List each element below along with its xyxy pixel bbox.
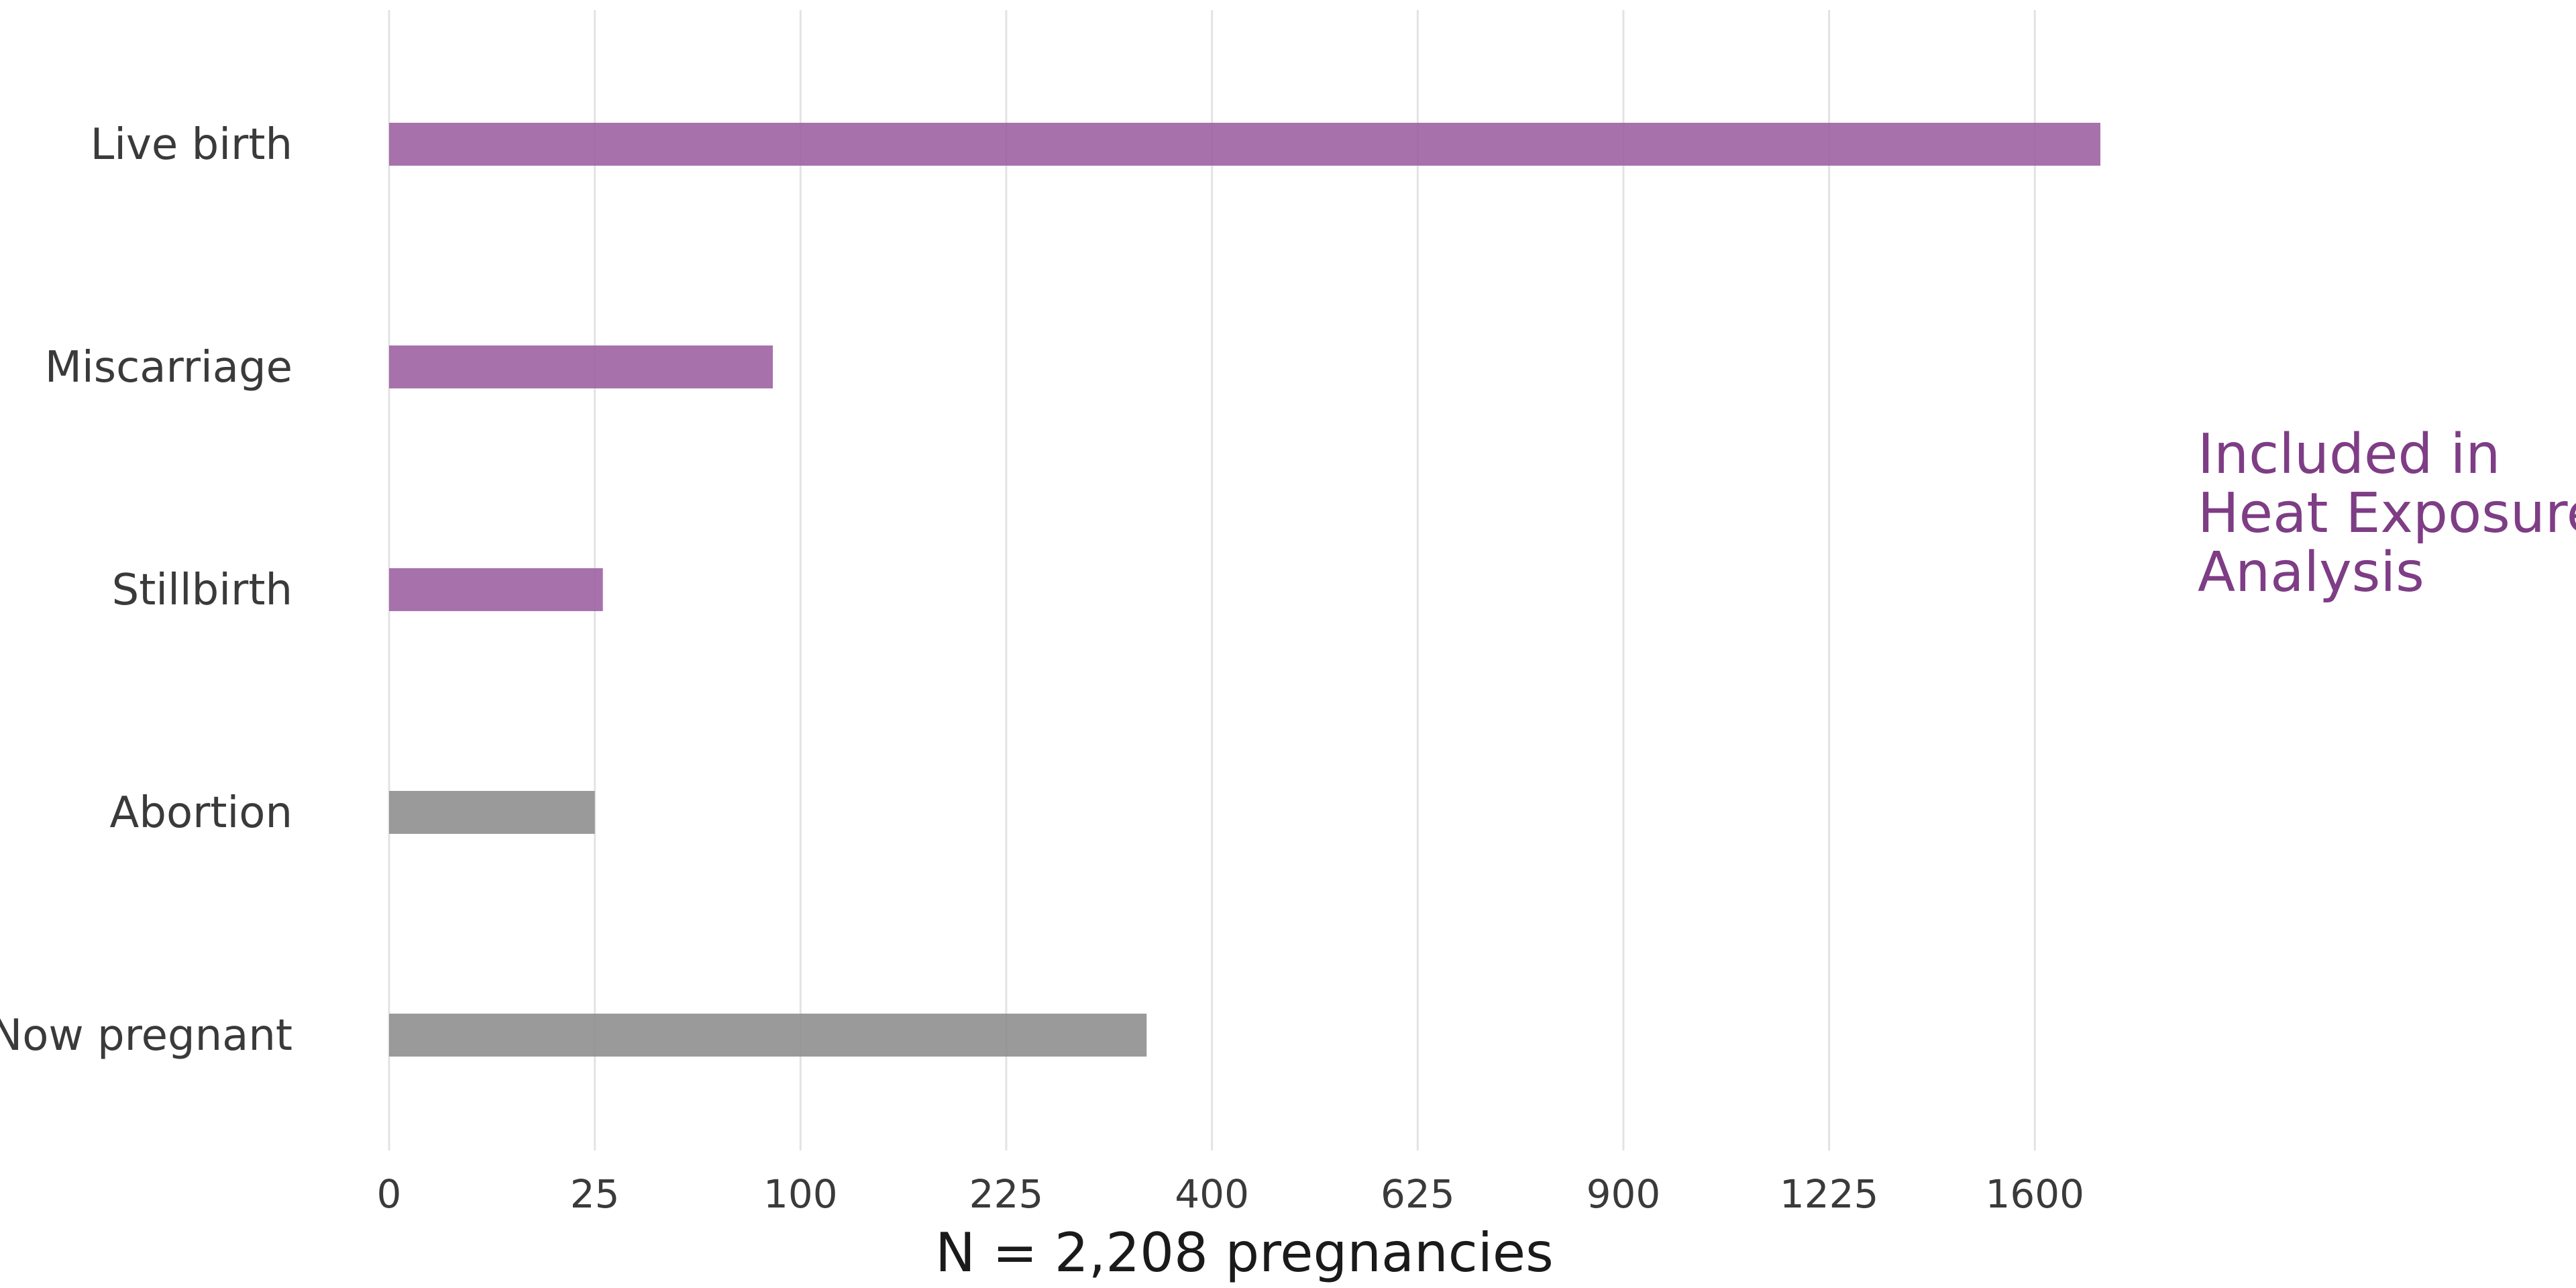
bar-abortion <box>389 791 595 834</box>
annotation-line: Heat Exposure <box>2198 482 2576 545</box>
x-tick-label: 100 <box>763 1171 838 1217</box>
bars <box>389 123 2100 1057</box>
annotation-line: Analysis <box>2198 541 2424 604</box>
x-tick-label: 900 <box>1587 1171 1661 1217</box>
x-axis-label: N = 2,208 pregnancies <box>935 1222 1554 1284</box>
category-label: Stillbirth <box>112 566 292 615</box>
category-label: Live birth <box>91 120 292 170</box>
included-annotation: Included in Heat Exposure Analysis <box>2198 423 2576 604</box>
x-tick-label: 25 <box>570 1171 620 1217</box>
bar-miscarriage <box>389 345 773 388</box>
x-tick-label: 1225 <box>1780 1171 1879 1217</box>
x-tick-labels: 0 25 100 225 400 625 900 1225 1600 <box>377 1171 2085 1217</box>
category-labels: Live birth Miscarriage Stillbirth Abortion N… <box>0 120 292 1061</box>
grid-lines <box>388 10 2036 1150</box>
x-tick-label: 0 <box>377 1171 402 1217</box>
x-tick-label: 1600 <box>1985 1171 2084 1217</box>
x-tick-label: 225 <box>969 1171 1044 1217</box>
bar-stillbirth <box>389 568 603 611</box>
bar-now-pregnant <box>389 1014 1147 1057</box>
annotation-line: Included in <box>2198 423 2500 486</box>
bar-live-birth <box>389 123 2100 166</box>
x-tick-label: 400 <box>1175 1171 1249 1217</box>
category-label: Miscarriage <box>45 343 292 392</box>
category-label: Now pregnant <box>0 1011 292 1061</box>
category-label: Abortion <box>110 788 292 838</box>
x-tick-label: 625 <box>1381 1171 1455 1217</box>
